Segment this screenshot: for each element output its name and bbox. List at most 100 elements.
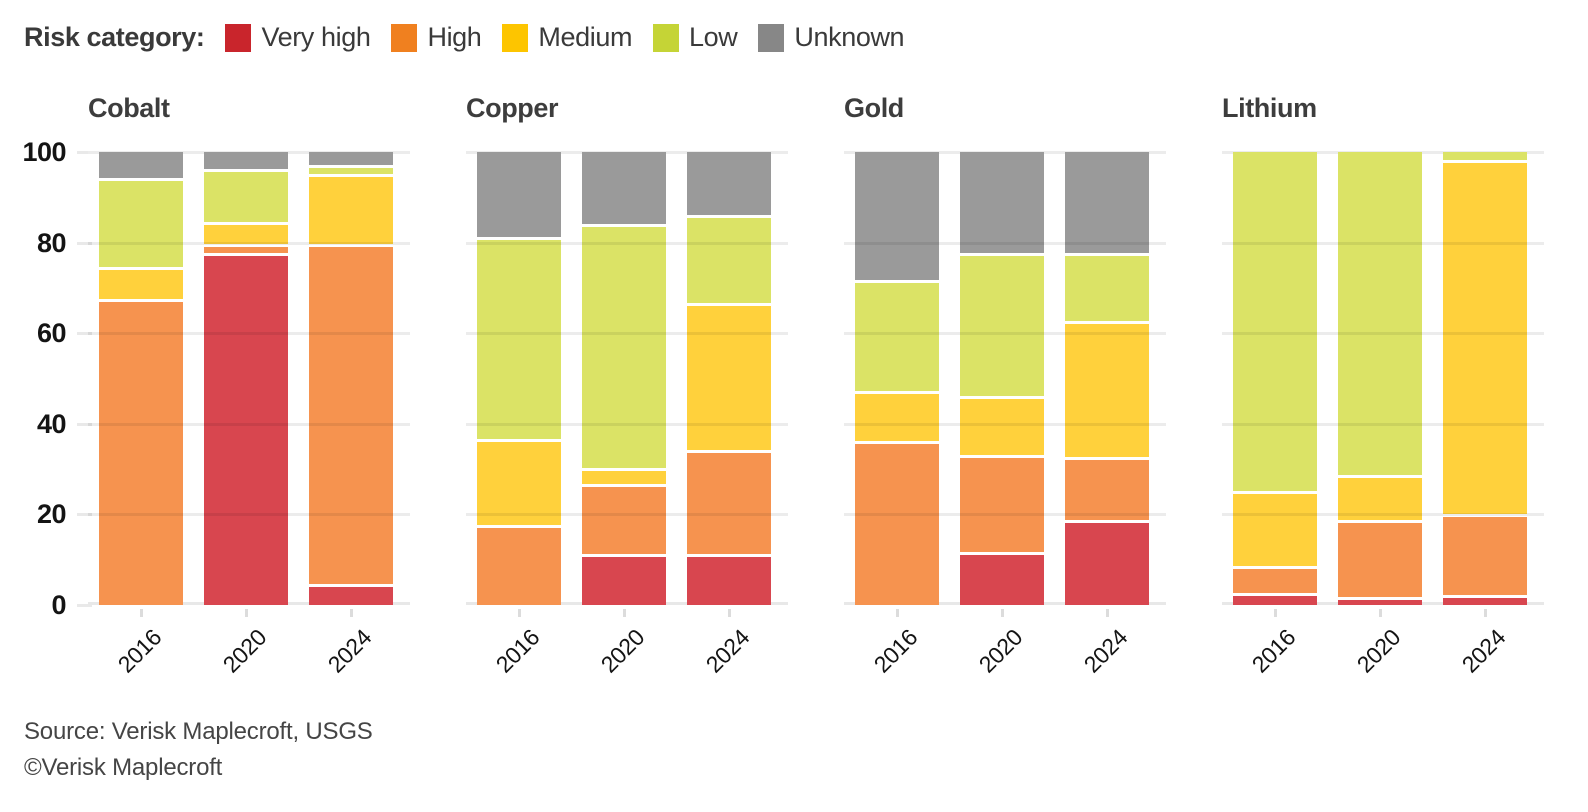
x-tick-label: 2016 [868,624,923,678]
bar-segment-low [582,226,666,472]
bar-segment-unknown [582,152,666,227]
chart-panel-lithium: Lithium 2016 2020 2024 [1222,92,1544,712]
x-tick-label: 2016 [1246,624,1301,678]
bar-segment-high [309,247,393,587]
bar-segment-medium [1065,324,1149,461]
x-tick-label: 2024 [1456,624,1511,678]
y-tick-stub [77,513,92,517]
bar-segment-high [855,444,939,605]
bar-cobalt-2024 [309,152,393,605]
bar-cobalt-2016 [99,152,183,605]
legend-items: Very high High Medium Low Unknown [204,22,905,53]
bar-segment-very-high [687,557,771,605]
bar-segment-high [477,528,561,605]
bar-segment-very-high [204,256,288,605]
x-tick-label: 2016 [112,624,167,678]
bar-segment-low [309,167,393,177]
legend-swatch-icon [225,23,252,52]
chart-panel-copper: Copper 2016 2020 2024 [466,92,788,712]
bar-segment-unknown [99,152,183,182]
x-tick-mark [895,609,899,617]
bar-segment-unknown [687,152,771,218]
y-tick-stub [77,241,92,245]
gridline-20 [1222,513,1544,517]
risk-category-legend: Risk category: Very high High Medium Low Unk… [24,22,905,53]
bar-segment-very-high [1065,523,1149,605]
gridline-80 [1222,241,1544,245]
gridline-60 [466,332,788,336]
y-tick-label: 100 [22,137,66,167]
bar-lithium-2020 [1338,152,1422,605]
bar-segment-medium [960,398,1044,458]
x-tick-mark [1000,609,1004,617]
plot-area: 2016 2020 2024 [844,151,1166,678]
bar-segment-medium [204,224,288,248]
plot-area: 2016 2020 2024 [88,151,410,678]
bar-segment-medium [477,441,561,528]
source-note: Source: Verisk Maplecroft, USGS ©Verisk … [24,714,373,786]
bar-segment-high [1065,460,1149,524]
bar-segment-unknown [855,152,939,284]
copyright-line: ©Verisk Maplecroft [24,754,223,781]
chart-panel-gold: Gold 2016 2020 2024 [844,92,1166,712]
y-tick-label: 60 [36,318,67,349]
bar-segment-very-high [582,557,666,605]
x-tick-label: 2020 [973,624,1028,678]
gridline-40 [844,422,1166,426]
bar-copper-2016 [477,152,561,605]
gridline-60 [1222,332,1544,336]
legend-item-label: Low [689,22,738,52]
chart-title: Cobalt [88,93,170,123]
legend-item: Medium [502,22,632,53]
bar-segment-medium [687,306,771,454]
y-tick-label: 20 [36,499,67,530]
bar-copper-2020 [582,152,666,605]
gridline-60 [88,332,410,336]
y-tick-label: 40 [36,408,67,439]
bar-segment-unknown [309,152,393,168]
bar-lithium-2016 [1233,152,1317,605]
bar-segment-low [1443,152,1527,164]
bar-segment-high [960,457,1044,556]
x-tick-label: 2020 [1351,624,1406,678]
legend-title: Risk category: [24,22,205,52]
legend-item-label: Unknown [794,22,905,52]
legend-item: High [391,22,482,53]
bar-segment-very-high [960,555,1044,605]
bar-segment-unknown [1065,152,1149,257]
bar-segment-low [204,172,288,225]
gridline-20 [844,513,1166,517]
bar-segment-high [1443,516,1527,599]
bar-gold-2016 [855,152,939,605]
legend-item-label: High [427,22,482,52]
bar-lithium-2024 [1443,152,1527,605]
x-tick-mark [727,609,731,617]
x-tick-label: 2020 [595,624,650,678]
x-tick-mark [244,609,248,617]
y-tick-label: 80 [36,227,67,258]
y-axis: 0 20 40 60 80 100 [0,137,92,620]
bar-segment-very-high [1338,600,1422,605]
bar-gold-2020 [960,152,1044,605]
bar-segment-very-high [1443,598,1527,605]
x-tick-mark [1483,609,1487,617]
bar-segment-high [1338,523,1422,601]
legend-item: Low [653,22,738,53]
chart-title: Gold [844,93,904,123]
bar-segment-unknown [477,152,561,241]
bar-segment-very-high [1233,595,1317,605]
x-tick-label: 2016 [490,624,545,678]
plot-area: 2016 2020 2024 [466,151,788,678]
bar-segment-low [477,240,561,442]
bar-copper-2024 [687,152,771,605]
y-tick-stub [77,151,92,154]
bar-segment-low [1338,152,1422,479]
y-tick-stub [77,604,92,607]
x-tick-mark [349,609,353,617]
bar-segment-low [960,256,1044,399]
gridline-20 [466,513,788,517]
x-tick-mark [1105,609,1109,617]
y-tick-stub [77,422,92,426]
legend-item: Very high [225,22,371,53]
bar-segment-high [687,453,771,558]
